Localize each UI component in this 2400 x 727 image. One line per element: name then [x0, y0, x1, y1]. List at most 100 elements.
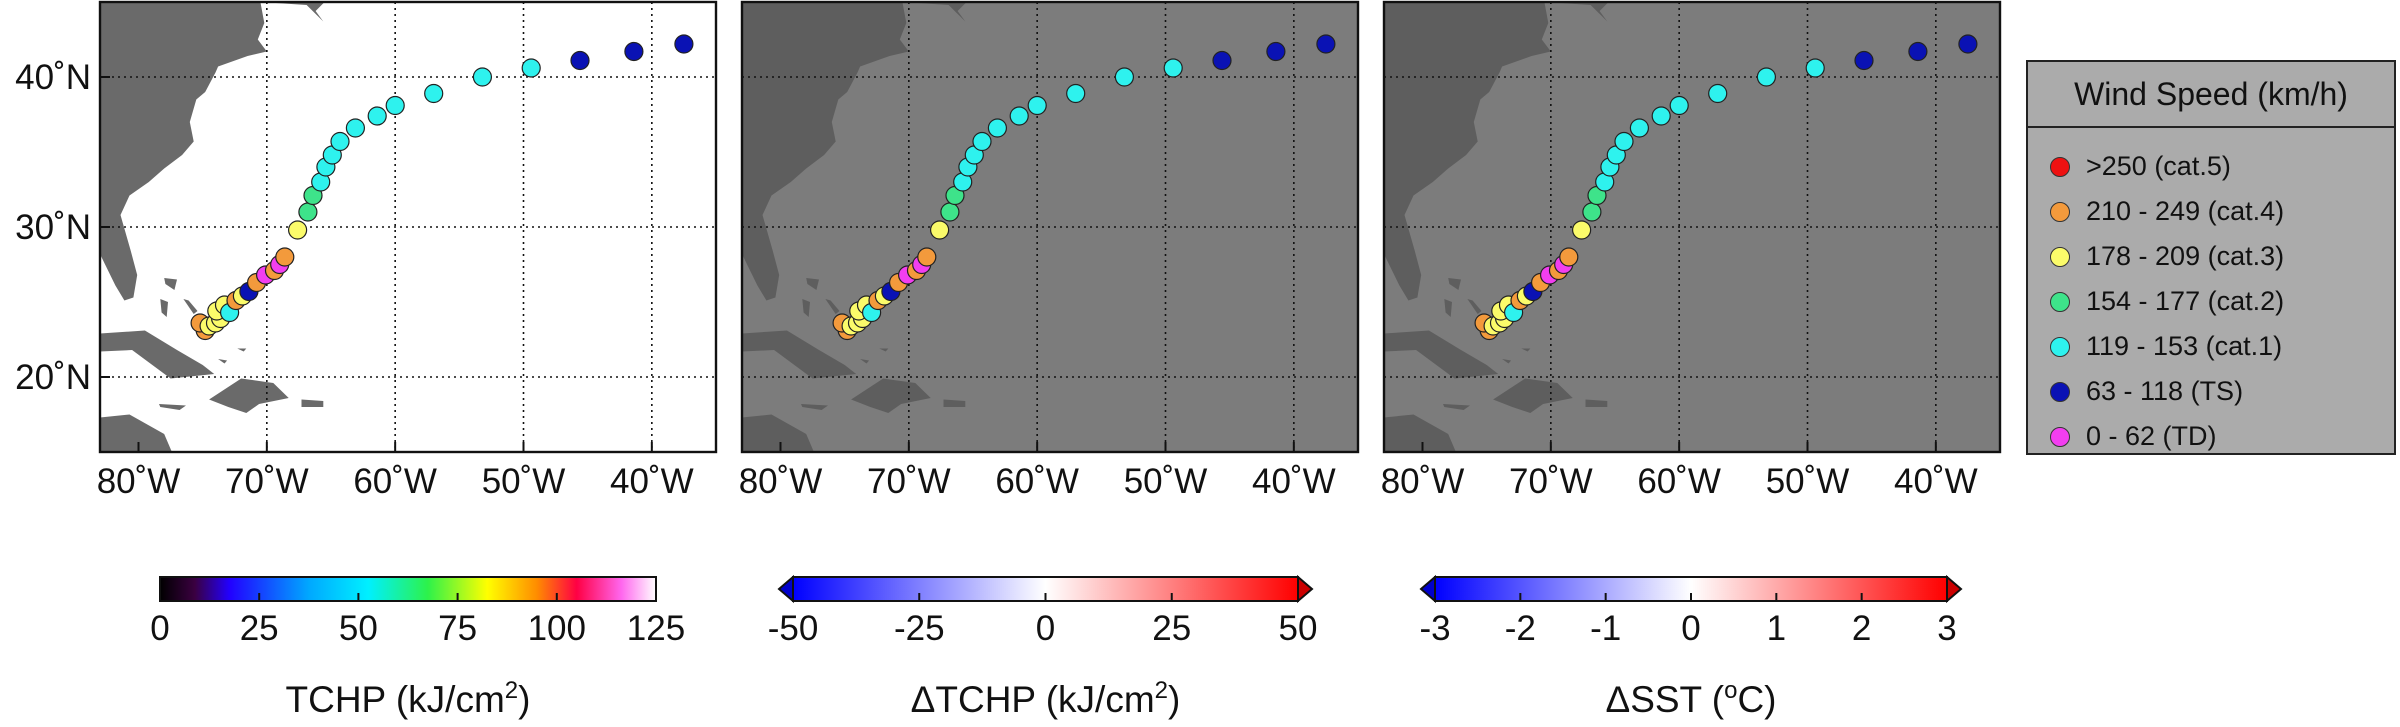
land-mass — [1444, 299, 1452, 317]
land-mass — [806, 278, 819, 290]
track-point — [1708, 83, 1728, 104]
colorbar-tick-label: -3 — [1419, 609, 1450, 648]
track-point — [385, 95, 405, 116]
colorbar-label: ΔTCHP (kJ/cm2) — [911, 677, 1181, 720]
land-mass — [742, 414, 814, 452]
track-point — [570, 50, 590, 71]
land-mass — [183, 299, 198, 314]
y-tick-label: 40˚N — [15, 58, 91, 97]
legend-swatch — [2050, 336, 2070, 357]
x-tick-label: 70˚W — [225, 462, 309, 501]
legend-item: 0 - 62 (TD) — [2050, 414, 2394, 459]
track-point — [1651, 106, 1671, 126]
track-point — [1582, 202, 1602, 222]
track-point — [1908, 41, 1928, 62]
land-mass — [879, 348, 889, 352]
colorbar-tick-label: 50 — [1279, 609, 1318, 648]
land-mass — [1521, 348, 1531, 352]
land-mass — [1448, 278, 1461, 290]
track-point — [367, 106, 387, 126]
colorbar-tick-label: -1 — [1590, 609, 1621, 648]
legend-swatch — [2050, 156, 2070, 177]
gridlines — [742, 2, 1358, 452]
colorbar-tick-label: 2 — [1852, 609, 1871, 648]
track-point — [1009, 106, 1029, 126]
track-point — [1805, 58, 1825, 78]
land-layer — [742, 2, 986, 452]
legend-list: >250 (cat.5) 210 - 249 (cat.4) 178 - 209 (… — [2028, 128, 2394, 459]
land-mass — [160, 299, 168, 317]
legend-title: Wind Speed (km/h) — [2028, 62, 2394, 128]
track-point — [1571, 220, 1592, 240]
land-mass — [301, 399, 324, 407]
x-tick-label: 70˚W — [1509, 462, 1593, 501]
colorbar-label: TCHP (kJ/cm2) — [286, 677, 531, 720]
land-mass — [801, 404, 828, 410]
colorbar-extend-high — [1946, 574, 1963, 604]
track-point — [330, 131, 350, 152]
track-point — [1066, 83, 1086, 104]
map-panel-3: 80˚W 70˚W 60˚W 50˚W 40˚W — [1381, 0, 2002, 501]
land-mass — [100, 2, 267, 452]
land-mass — [1384, 414, 1456, 452]
colorbar-2: -50 -25 0 25 50 ΔTCHP (kJ/cm2) — [768, 574, 1318, 720]
track-point — [1027, 95, 1047, 116]
land-mass — [1493, 378, 1573, 413]
land-mass — [851, 378, 931, 413]
land-mass — [218, 359, 228, 364]
legend-item: 154 - 177 (cat.2) — [2050, 279, 2394, 324]
track-point — [1669, 95, 1689, 116]
colorbar-3: -3 -2 -1 0 1 2 3 ΔSST (oC) — [1419, 574, 1963, 720]
colorbar-1: 0 25 50 75 100 125 TCHP (kJ/cm2) — [150, 576, 685, 720]
legend-label: 178 - 209 (cat.3) — [2086, 241, 2285, 271]
land-mass — [1585, 399, 1608, 407]
legend-label: 0 - 62 (TD) — [2086, 421, 2217, 451]
track-point — [345, 118, 365, 138]
x-tick-label: 40˚W — [610, 462, 694, 501]
x-tick-label: 60˚W — [995, 462, 1079, 501]
map-panel-2: 80˚W 70˚W 60˚W 50˚W 40˚W — [739, 0, 1360, 501]
track-point — [521, 58, 541, 78]
legend-swatch — [2050, 201, 2070, 222]
track-point — [1629, 118, 1650, 138]
x-tick-label: 50˚W — [1766, 462, 1850, 501]
colorbar-tick-label: 50 — [339, 609, 378, 648]
colorbar-tick-label: 0 — [1036, 609, 1055, 648]
x-tick-label: 60˚W — [353, 462, 437, 501]
gridlines — [1384, 2, 2000, 452]
storm-track — [1474, 34, 1978, 341]
colorbar-tick-label: 0 — [1681, 609, 1700, 648]
track-point — [624, 41, 644, 62]
wind-speed-legend: Wind Speed (km/h) >250 (cat.5) 210 - 249 … — [2026, 60, 2396, 455]
land-mass — [1502, 359, 1512, 364]
land-mass — [825, 299, 840, 314]
legend-swatch — [2050, 246, 2070, 267]
storm-track — [832, 34, 1336, 341]
land-mass — [1384, 2, 1551, 452]
x-tick-label: 50˚W — [482, 462, 566, 501]
land-mass — [1443, 404, 1470, 410]
colorbar-tick-label: 125 — [627, 609, 685, 648]
colorbar-tick-label: 3 — [1937, 609, 1956, 648]
land-mass — [100, 330, 215, 379]
x-tick-label: 40˚W — [1252, 462, 1336, 501]
track-point — [424, 83, 444, 104]
colorbar-tick-label: -50 — [768, 609, 819, 648]
land-mass — [742, 330, 857, 379]
land-mass — [209, 378, 289, 413]
colorbar-extend-high — [1297, 574, 1314, 604]
colorbar-label: ΔSST (oC) — [1605, 677, 1776, 720]
gridlines — [100, 2, 716, 452]
y-tick-label: 30˚N — [15, 208, 91, 247]
legend-item: 119 - 153 (cat.1) — [2050, 324, 2394, 369]
x-tick-label: 80˚W — [97, 462, 181, 501]
track-point — [1212, 50, 1232, 71]
x-tick-label: 80˚W — [1381, 462, 1465, 501]
track-point — [1559, 247, 1579, 267]
track-point — [288, 220, 308, 240]
colorbar-gradient — [159, 576, 657, 602]
track-point — [987, 118, 1008, 138]
land-mass — [100, 414, 172, 452]
legend-label: 119 - 153 (cat.1) — [2086, 331, 2283, 361]
land-mass — [943, 399, 966, 407]
